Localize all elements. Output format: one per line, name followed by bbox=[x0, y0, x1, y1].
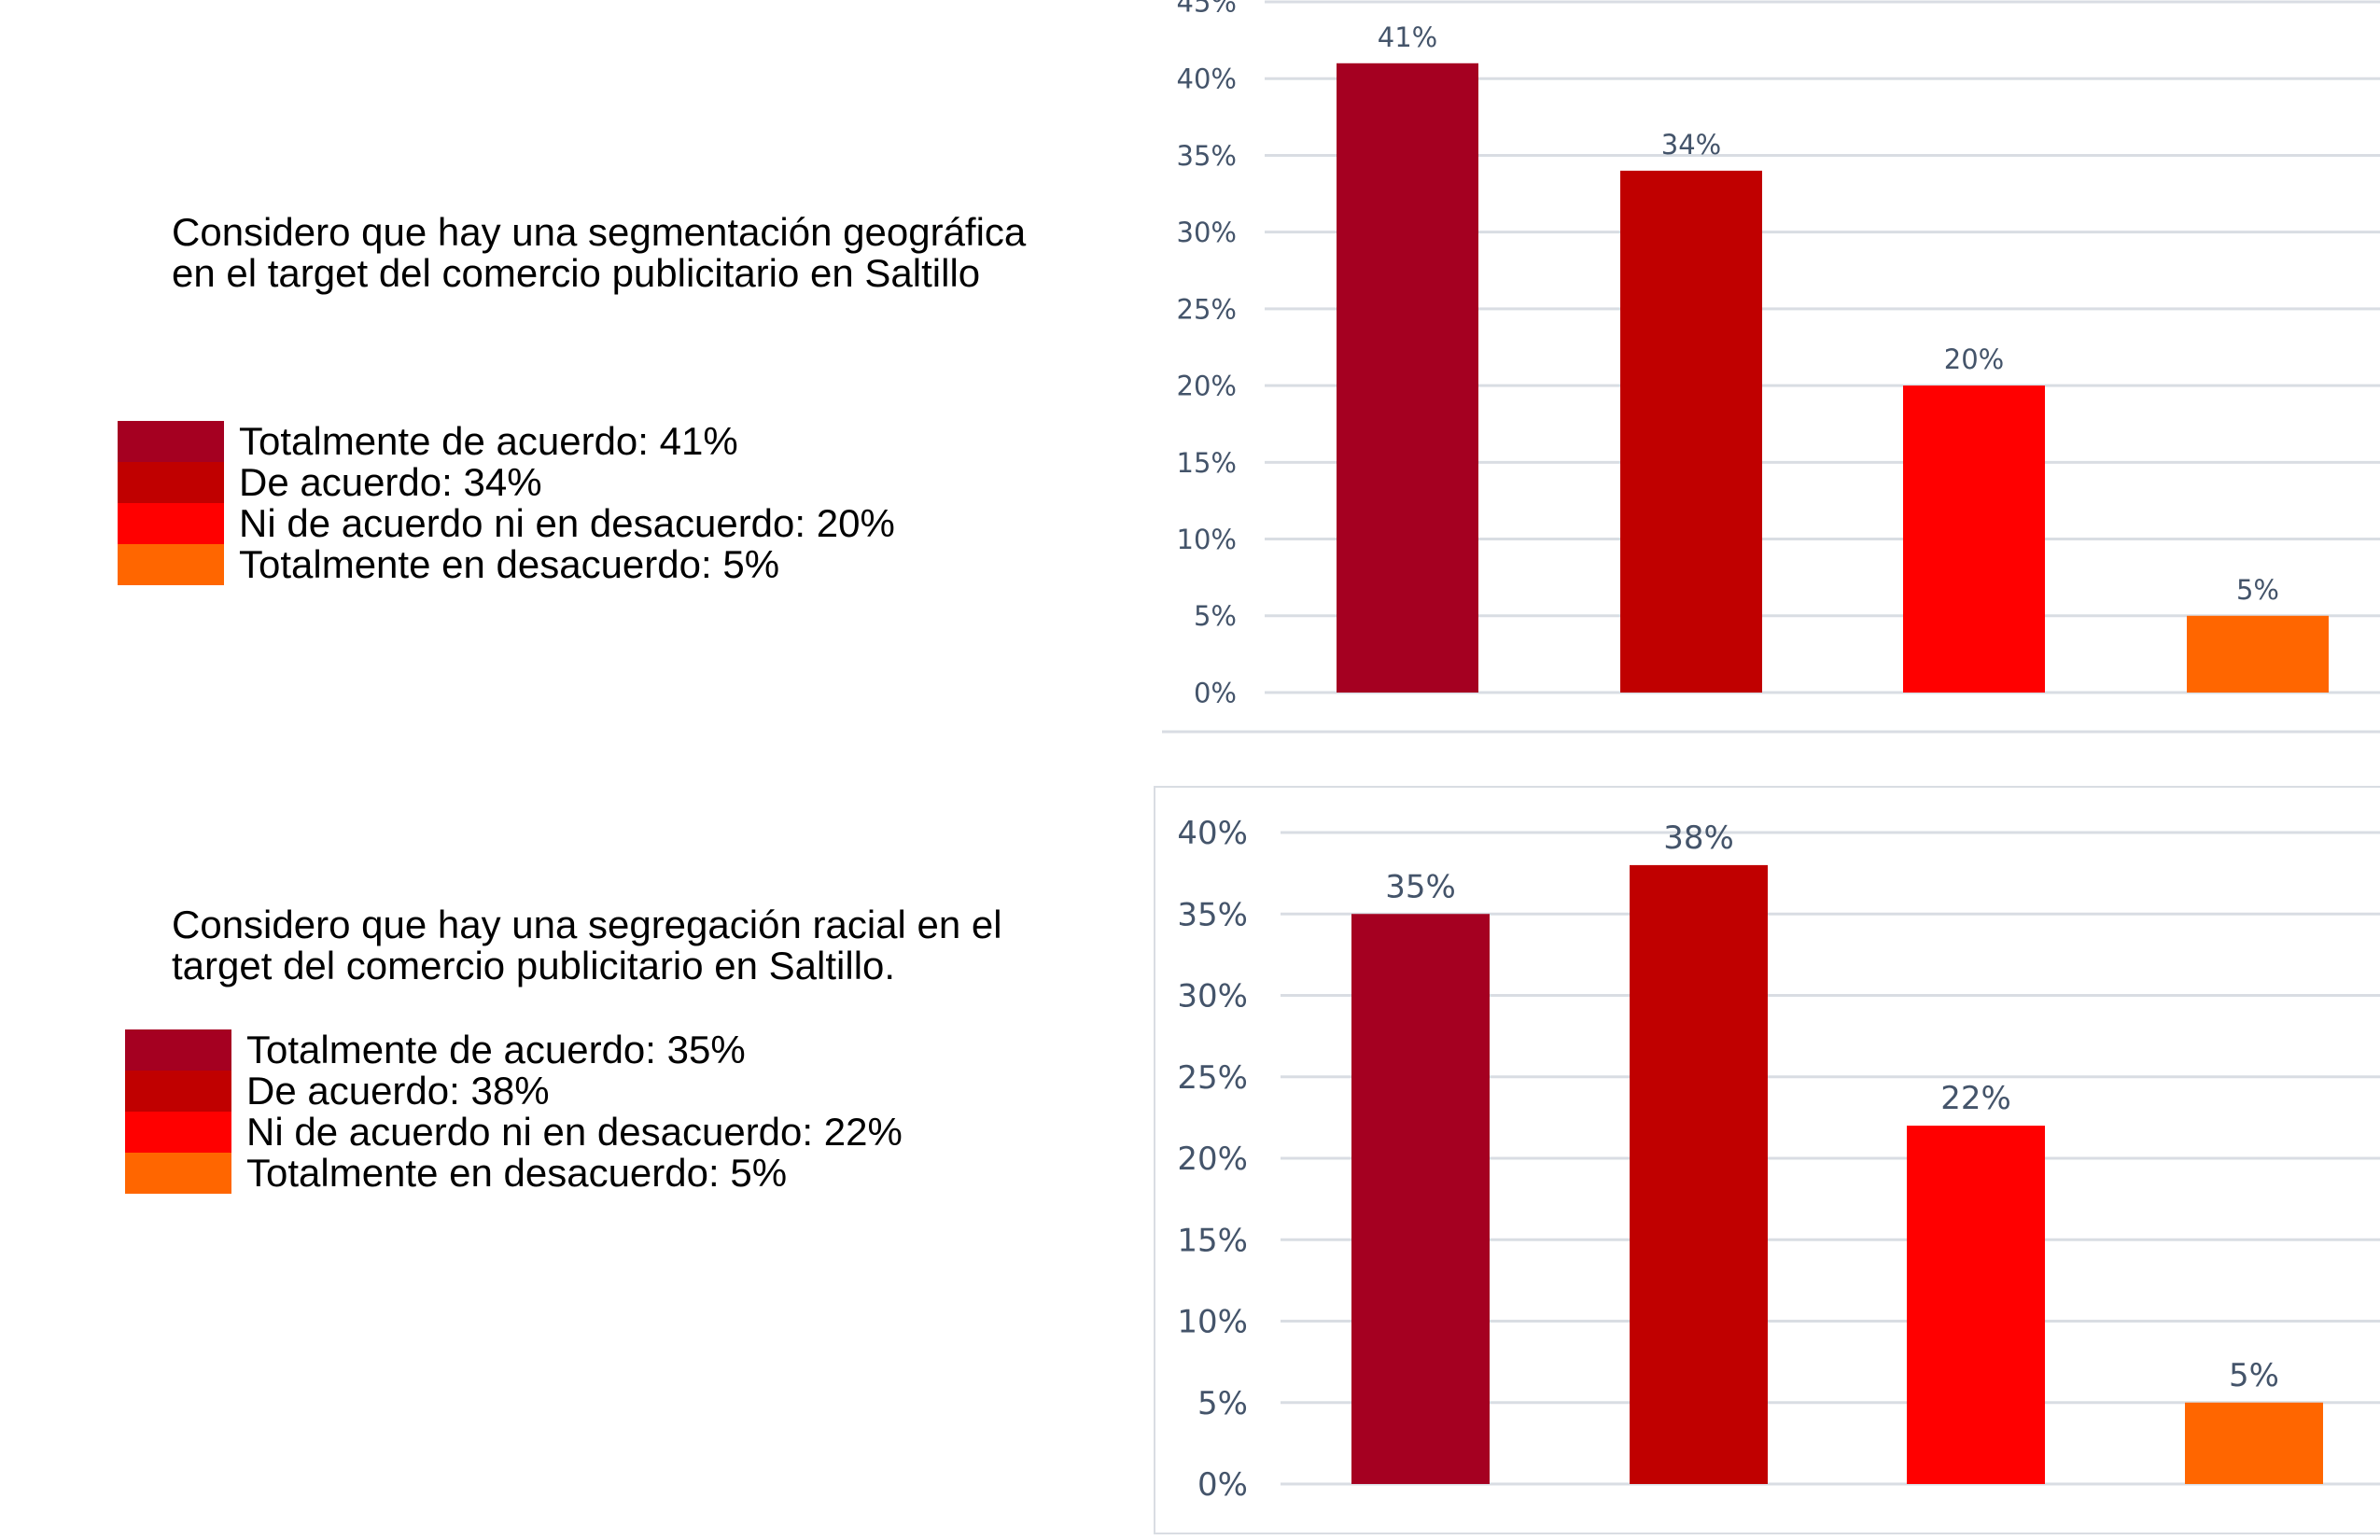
y-tick-label: 35% bbox=[1177, 140, 1237, 172]
bar bbox=[1903, 385, 2045, 693]
y-tick-label: 25% bbox=[1177, 293, 1237, 325]
legend-swatch bbox=[125, 1029, 231, 1071]
legend-label: Totalmente en desacuerdo: 5% bbox=[246, 1151, 788, 1195]
y-tick-label: 15% bbox=[1177, 1222, 1248, 1259]
legend-label: Totalmente en desacuerdo: 5% bbox=[239, 542, 780, 586]
y-tick-label: 5% bbox=[1194, 600, 1237, 632]
data-label: 38% bbox=[1663, 819, 1734, 857]
y-tick-label: 30% bbox=[1177, 217, 1237, 248]
bar bbox=[1630, 864, 1768, 1484]
y-tick-label: 0% bbox=[1194, 677, 1237, 708]
legend-label: Ni de acuerdo ni en desacuerdo: 20% bbox=[239, 501, 895, 545]
y-tick-label: 40% bbox=[1177, 815, 1248, 852]
legend-swatch bbox=[118, 503, 224, 544]
y-tick-label: 5% bbox=[1197, 1385, 1248, 1422]
question-2-title: Considero que hay una segregación racial… bbox=[172, 903, 1002, 987]
bar bbox=[1337, 63, 1478, 693]
legend-swatch bbox=[118, 462, 224, 503]
y-tick-label: 40% bbox=[1177, 63, 1237, 95]
y-tick-label: 10% bbox=[1177, 524, 1237, 555]
chart-border bbox=[1154, 786, 2380, 1534]
question-1-title: Considero que hay una segmentación geogr… bbox=[172, 210, 1027, 295]
y-tick-label: 0% bbox=[1197, 1466, 1248, 1504]
bar-chart-2: 0% 5% 10% 15% 20% 25% 30% 35% 40% 35% 38% 22% 5% bbox=[1154, 786, 2380, 1534]
bar bbox=[1351, 914, 1490, 1484]
data-label: 41% bbox=[1378, 21, 1437, 53]
y-tick-label: 45% bbox=[1177, 0, 1237, 18]
y-tick-label: 25% bbox=[1177, 1059, 1248, 1097]
legend-swatch bbox=[118, 421, 224, 462]
y-tick-label: 35% bbox=[1177, 896, 1248, 933]
legend-label: De acuerdo: 34% bbox=[239, 460, 542, 504]
data-label: 34% bbox=[1661, 129, 1721, 161]
bar-chart-1: 0% 5% 10% 15% 20% 25% 30% 35% 40% 45% 41% 34% 20% 5% bbox=[1162, 0, 2380, 734]
bar bbox=[2187, 615, 2329, 693]
y-tick-label: 20% bbox=[1177, 1141, 1248, 1178]
legend-swatch bbox=[125, 1112, 231, 1153]
bar bbox=[1907, 1126, 2045, 1484]
data-label: 22% bbox=[1940, 1080, 2011, 1117]
y-tick-label: 20% bbox=[1177, 371, 1237, 402]
data-label: 20% bbox=[1944, 343, 2004, 375]
y-tick-label: 10% bbox=[1177, 1304, 1248, 1341]
y-tick-label: 15% bbox=[1177, 447, 1237, 479]
legend-label: Ni de acuerdo ni en desacuerdo: 22% bbox=[246, 1110, 903, 1154]
data-label: 35% bbox=[1385, 868, 1456, 905]
y-tick-label: 30% bbox=[1177, 978, 1248, 1015]
data-label: 5% bbox=[2236, 574, 2279, 606]
legend-label: Totalmente de acuerdo: 35% bbox=[246, 1028, 746, 1071]
legend-swatch bbox=[118, 544, 224, 585]
legend-swatch bbox=[125, 1071, 231, 1112]
bar bbox=[2185, 1402, 2323, 1484]
legend-swatch bbox=[125, 1153, 231, 1194]
legend-label: De acuerdo: 38% bbox=[246, 1069, 550, 1113]
data-label: 5% bbox=[2229, 1357, 2279, 1394]
bar bbox=[1620, 170, 1762, 693]
legend-label: Totalmente de acuerdo: 41% bbox=[239, 419, 738, 463]
